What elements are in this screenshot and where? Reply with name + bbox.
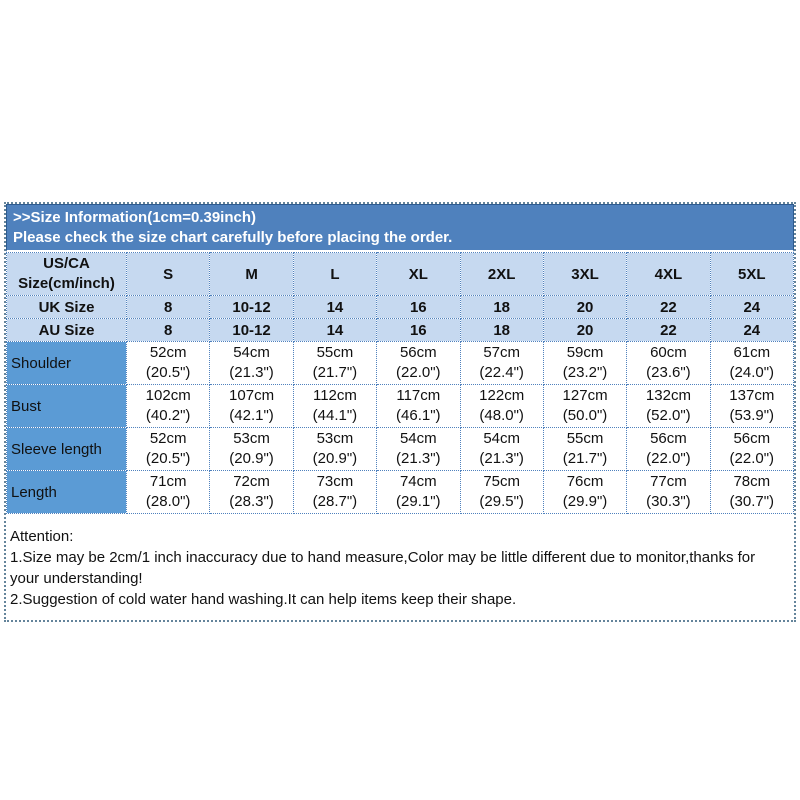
sleeve-length-row: Sleeve length 52cm (20.5") 53cm (20.9") … (6, 427, 795, 471)
column-header-l: L (292, 252, 378, 296)
banner-subtitle: Please check the size chart carefully be… (13, 229, 453, 246)
attention-section: Attention: 1.Size may be 2cm/1 inch inac… (6, 514, 794, 620)
bust-row: Bust 102cm (40.2") 107cm (42.1") 112cm (… (6, 384, 795, 428)
bust-cell: 132cm (52.0") (626, 384, 711, 428)
sleeve-cell: 53cm (20.9") (292, 427, 378, 471)
shoulder-cell: 56cm (22.0") (376, 341, 461, 385)
au-size-cell: 20 (542, 318, 628, 342)
au-size-cell: 24 (709, 318, 795, 342)
bust-cell: 117cm (46.1") (376, 384, 461, 428)
sleeve-cell: 54cm (21.3") (376, 427, 461, 471)
shoulder-cell: 52cm (20.5") (125, 341, 211, 385)
length-cell: 78cm (30.7") (709, 470, 795, 514)
sleeve-cell: 53cm (20.9") (209, 427, 294, 471)
column-header-4xl: 4XL (626, 252, 711, 296)
sleeve-cell: 55cm (21.7") (542, 427, 628, 471)
au-size-row: AU Size 8 10-12 14 16 18 20 22 24 (6, 318, 795, 342)
au-size-cell: 18 (459, 318, 544, 342)
uk-size-cell: 8 (125, 295, 211, 319)
bust-cell: 122cm (48.0") (459, 384, 544, 428)
length-cell: 76cm (29.9") (542, 470, 628, 514)
column-header-m: M (209, 252, 294, 296)
uk-size-cell: 16 (376, 295, 461, 319)
uk-size-cell: 20 (542, 295, 628, 319)
attention-note-2: 2.Suggestion of cold water hand washing.… (10, 591, 517, 608)
row-label-bust: Bust (6, 384, 127, 428)
au-size-cell: 14 (292, 318, 378, 342)
size-info-banner: >>Size Information(1cm=0.39inch) Please … (6, 204, 794, 252)
uk-size-cell: 18 (459, 295, 544, 319)
au-size-cell: 16 (376, 318, 461, 342)
uk-size-row: UK Size 8 10-12 14 16 18 20 22 24 (6, 295, 795, 319)
attention-note-1: 1.Size may be 2cm/1 inch inaccuracy due … (10, 549, 756, 587)
size-chart-panel: >>Size Information(1cm=0.39inch) Please … (4, 202, 796, 622)
shoulder-cell: 59cm (23.2") (542, 341, 628, 385)
column-header-s: S (125, 252, 211, 296)
uk-size-cell: 10-12 (209, 295, 294, 319)
column-header-3xl: 3XL (542, 252, 628, 296)
shoulder-cell: 54cm (21.3") (209, 341, 294, 385)
row-label-sleeve-length: Sleeve length (6, 427, 127, 471)
bust-cell: 137cm (53.9") (709, 384, 795, 428)
au-size-cell: 10-12 (209, 318, 294, 342)
banner-title: >>Size Information(1cm=0.39inch) (13, 209, 256, 226)
length-cell: 71cm (28.0") (125, 470, 211, 514)
bust-cell: 102cm (40.2") (125, 384, 211, 428)
shoulder-cell: 55cm (21.7") (292, 341, 378, 385)
shoulder-cell: 60cm (23.6") (626, 341, 711, 385)
length-cell: 77cm (30.3") (626, 470, 711, 514)
row-label-length: Length (6, 470, 127, 514)
row-label-shoulder: Shoulder (6, 341, 127, 385)
length-row: Length 71cm (28.0") 72cm (28.3") 73cm (2… (6, 470, 795, 514)
column-header-2xl: 2XL (459, 252, 544, 296)
shoulder-row: Shoulder 52cm (20.5") 54cm (21.3") 55cm … (6, 341, 795, 385)
uk-size-cell: 14 (292, 295, 378, 319)
bust-cell: 107cm (42.1") (209, 384, 294, 428)
sleeve-cell: 52cm (20.5") (125, 427, 211, 471)
sleeve-cell: 54cm (21.3") (459, 427, 544, 471)
row-label-au-size: AU Size (6, 318, 127, 342)
sleeve-cell: 56cm (22.0") (709, 427, 795, 471)
shoulder-cell: 57cm (22.4") (459, 341, 544, 385)
uk-size-cell: 22 (626, 295, 711, 319)
bust-cell: 127cm (50.0") (542, 384, 628, 428)
table-header-row: US/CA Size(cm/inch) S M L XL 2XL 3XL 4XL… (6, 252, 795, 296)
uk-size-cell: 24 (709, 295, 795, 319)
size-table: US/CA Size(cm/inch) S M L XL 2XL 3XL 4XL… (6, 252, 795, 514)
length-cell: 72cm (28.3") (209, 470, 294, 514)
au-size-cell: 8 (125, 318, 211, 342)
column-header-5xl: 5XL (709, 252, 795, 296)
au-size-cell: 22 (626, 318, 711, 342)
column-header-xl: XL (376, 252, 461, 296)
sleeve-cell: 56cm (22.0") (626, 427, 711, 471)
bust-cell: 112cm (44.1") (292, 384, 378, 428)
row-label-uk-size: UK Size (6, 295, 127, 319)
corner-header-cell: US/CA Size(cm/inch) (6, 252, 127, 296)
shoulder-cell: 61cm (24.0") (709, 341, 795, 385)
attention-title: Attention: (10, 528, 74, 545)
length-cell: 73cm (28.7") (292, 470, 378, 514)
length-cell: 75cm (29.5") (459, 470, 544, 514)
length-cell: 74cm (29.1") (376, 470, 461, 514)
